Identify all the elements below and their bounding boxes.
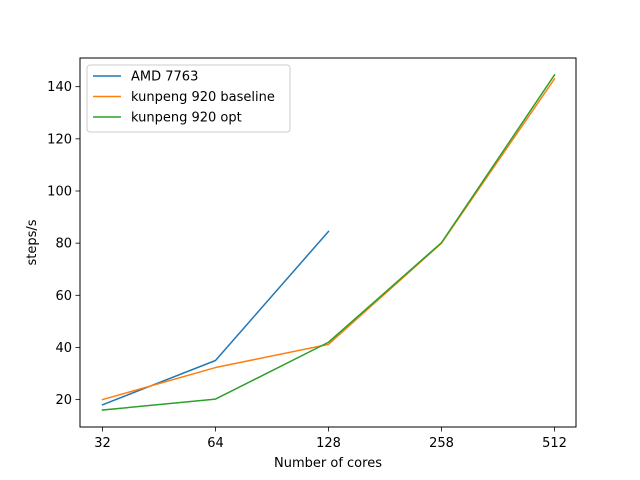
x-tick-label: 64 — [207, 436, 224, 451]
y-tick-label: 20 — [55, 393, 72, 408]
legend-label-2: kunpeng 920 baseline — [131, 90, 275, 105]
series-line-1 — [101, 230, 330, 406]
y-tick-label: 140 — [47, 80, 72, 95]
x-tick-label: 258 — [429, 436, 454, 451]
y-tick-label: 80 — [55, 237, 72, 252]
x-tick-label: 128 — [316, 436, 341, 451]
x-axis-label: Number of cores — [274, 456, 382, 471]
legend-label-1: AMD 7763 — [131, 70, 198, 85]
y-tick-label: 100 — [47, 184, 72, 199]
series-layer — [101, 73, 556, 411]
legend-label-3: kunpeng 920 opt — [131, 111, 242, 126]
y-tick-label: 40 — [55, 341, 72, 356]
y-tick-label: 60 — [55, 289, 72, 304]
legend: AMD 7763 kunpeng 920 baseline kunpeng 920 … — [86, 64, 291, 133]
x-tick-label: 512 — [542, 436, 567, 451]
x-axis-ticks: 32 64 128 258 512 — [94, 427, 567, 451]
axes-frame — [79, 57, 577, 428]
x-tick-label: 32 — [94, 436, 111, 451]
y-tick-label: 120 — [47, 132, 72, 147]
axes-border — [79, 57, 577, 428]
series-line-3 — [101, 73, 556, 411]
series-line-2 — [101, 77, 556, 401]
y-axis-ticks: 20 40 60 80 100 120 140 — [47, 80, 80, 408]
legend-box — [86, 64, 291, 133]
y-axis-label: steps/s — [25, 219, 40, 265]
